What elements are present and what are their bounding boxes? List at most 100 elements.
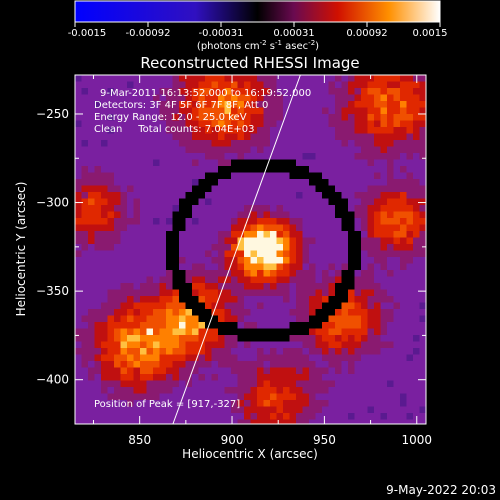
x-axis-label: Heliocentric X (arcsec) <box>182 447 318 461</box>
heatmap-pixel <box>75 348 82 355</box>
heatmap-pixel <box>231 153 238 160</box>
heatmap-pixel <box>322 153 329 160</box>
heatmap-pixel <box>127 361 134 368</box>
heatmap-pixel <box>94 270 102 277</box>
heatmap-pixel <box>185 283 193 290</box>
heatmap-pixel <box>75 283 82 290</box>
heatmap-pixel <box>146 276 154 284</box>
heatmap-pixel <box>211 120 219 128</box>
heatmap-pixel <box>361 153 368 160</box>
heatmap-pixel <box>211 107 219 115</box>
heatmap-pixel <box>185 107 193 115</box>
heatmap-pixel <box>406 172 414 180</box>
heatmap-pixel <box>419 283 426 290</box>
heatmap-pixel <box>88 335 95 342</box>
heatmap-pixel <box>94 101 102 108</box>
heatmap-pixel <box>380 335 388 342</box>
heatmap-pixel <box>367 205 375 212</box>
heatmap-pixel <box>302 413 310 420</box>
heatmap-pixel <box>335 179 342 186</box>
heatmap-pixel <box>393 322 401 329</box>
heatmap-pixel <box>94 133 102 141</box>
heatmap-pixel <box>393 94 401 102</box>
heatmap-pixel <box>257 211 264 219</box>
heatmap-pixel <box>257 172 264 180</box>
heatmap-pixel <box>302 192 310 199</box>
heatmap-pixel <box>419 94 426 102</box>
heatmap-pixel <box>367 101 375 108</box>
heatmap-pixel <box>387 133 394 141</box>
heatmap-pixel <box>309 393 316 401</box>
heatmap-pixel <box>120 289 128 297</box>
heatmap-pixel <box>413 367 420 375</box>
heatmap-pixel <box>276 205 284 212</box>
heatmap-pixel <box>315 101 323 108</box>
heatmap-pixel <box>231 361 238 368</box>
heatmap-pixel <box>348 75 355 82</box>
heatmap-pixel <box>101 224 108 232</box>
heatmap-pixel <box>192 231 199 238</box>
heatmap-pixel <box>296 250 303 258</box>
heatmap-pixel <box>419 107 426 115</box>
heatmap-pixel <box>218 153 225 160</box>
heatmap-pixel <box>107 127 115 134</box>
heatmap-pixel <box>127 237 134 245</box>
heatmap-pixel <box>114 114 121 121</box>
heatmap-pixel <box>153 296 160 303</box>
heatmap-pixel <box>276 296 284 303</box>
heatmap-pixel <box>101 413 108 420</box>
heatmap-pixel <box>270 289 277 297</box>
heatmap-pixel <box>276 244 284 251</box>
heatmap-pixel <box>120 205 128 212</box>
heatmap-pixel <box>94 140 102 147</box>
heatmap-pixel <box>107 263 115 271</box>
heatmap-pixel <box>335 120 342 128</box>
heatmap-pixel <box>114 101 121 108</box>
heatmap-pixel <box>146 315 154 323</box>
heatmap-pixel <box>159 166 167 173</box>
heatmap-pixel <box>146 218 154 225</box>
heatmap-pixel <box>101 120 108 128</box>
heatmap-pixel <box>322 270 329 277</box>
heatmap-pixel <box>94 166 102 173</box>
heatmap-pixel <box>231 120 238 128</box>
heatmap-pixel <box>387 276 394 284</box>
heatmap-pixel <box>387 315 394 323</box>
heatmap-pixel <box>406 179 414 186</box>
heatmap-pixel <box>341 224 349 232</box>
heatmap-pixel <box>257 406 264 414</box>
heatmap-pixel <box>263 153 271 160</box>
heatmap-pixel <box>107 400 115 407</box>
heatmap-pixel <box>172 380 180 388</box>
heatmap-pixel <box>133 270 141 277</box>
heatmap-pixel <box>198 276 206 284</box>
heatmap-pixel <box>289 120 297 128</box>
heatmap-pixel <box>146 159 154 167</box>
heatmap-pixel <box>224 237 232 245</box>
heatmap-pixel <box>283 354 290 362</box>
heatmap-pixel <box>250 328 258 336</box>
heatmap-pixel <box>185 263 193 271</box>
heatmap-pixel <box>296 198 303 206</box>
heatmap-pixel <box>263 75 271 82</box>
heatmap-pixel <box>198 348 206 355</box>
heatmap-pixel <box>146 328 154 336</box>
heatmap-pixel <box>296 296 303 303</box>
heatmap-pixel <box>88 270 95 277</box>
heatmap-pixel <box>205 335 212 342</box>
heatmap-pixel <box>88 413 95 420</box>
heatmap-pixel <box>276 81 284 89</box>
heatmap-pixel <box>361 75 368 82</box>
heatmap-pixel <box>88 153 95 160</box>
heatmap-pixel <box>270 179 277 186</box>
heatmap-pixel <box>296 133 303 141</box>
heatmap-pixel <box>348 387 355 394</box>
heatmap-pixel <box>367 166 375 173</box>
heatmap-pixel <box>309 166 316 173</box>
heatmap-pixel <box>185 185 193 193</box>
heatmap-pixel <box>133 140 141 147</box>
heatmap-pixel <box>380 133 388 141</box>
heatmap-pixel <box>419 166 426 173</box>
heatmap-pixel <box>81 127 89 134</box>
heatmap-pixel <box>166 419 173 424</box>
